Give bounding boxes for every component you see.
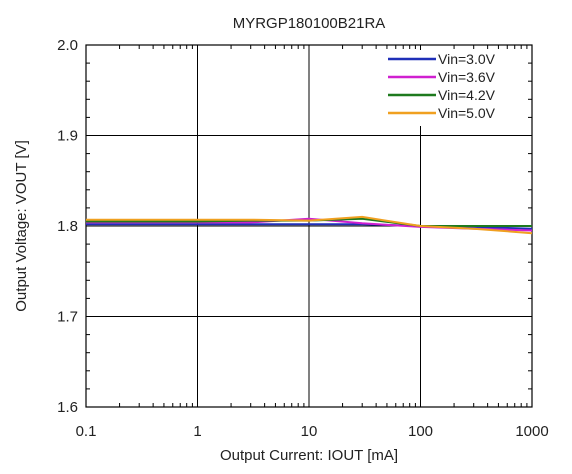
x-tick-labels: 0.1 1 10 100 1000 (76, 423, 549, 440)
legend-entry: Vin=3.0V (438, 51, 496, 67)
x-tick-label: 0.1 (76, 423, 97, 440)
legend-entry: Vin=5.0V (438, 105, 496, 121)
legend-entry: Vin=3.6V (438, 69, 496, 85)
y-tick-label: 1.6 (57, 399, 78, 416)
y-tick-label: 1.7 (57, 309, 78, 326)
x-axis-label: Output Current: IOUT [mA] (220, 447, 398, 464)
x-tick-label: 10 (301, 423, 318, 440)
x-tick-label: 100 (408, 423, 433, 440)
y-tick-label: 1.8 (57, 218, 78, 235)
series-line-4 (86, 215, 533, 235)
y-tick-labels: 1.6 1.7 1.8 1.9 2.0 (57, 37, 78, 416)
legend-entry: Vin=4.2V (438, 87, 496, 103)
x-tick-label: 1 (193, 423, 201, 440)
minor-ticks (86, 44, 532, 408)
chart-title: MYRGP180100B21RA (233, 15, 386, 32)
y-axis-label: Output Voltage: VOUT [V] (13, 140, 30, 311)
legend: Vin=3.0V Vin=3.6V Vin=4.2V Vin=5.0V (382, 50, 522, 126)
y-tick-label: 2.0 (57, 37, 78, 54)
y-tick-label: 1.9 (57, 128, 78, 145)
x-tick-label: 1000 (515, 423, 548, 440)
series-lines (86, 215, 533, 235)
